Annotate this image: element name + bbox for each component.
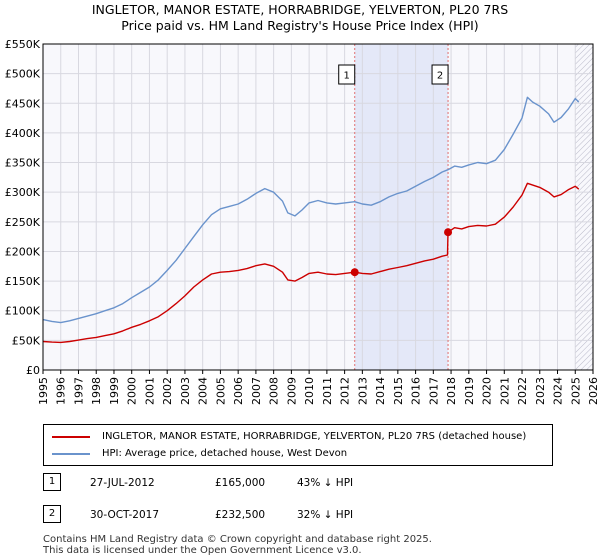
price-chart: £0 £50K £100K £150K £200K £250K £300K £350K £400…: [5, 38, 600, 405]
x-tick-label: 2015: [392, 377, 405, 405]
x-tick-label: 2021: [498, 377, 511, 405]
x-tick-label: 1999: [108, 377, 121, 405]
x-tick-label: 2008: [268, 377, 281, 405]
annotation-label-1: 1: [344, 71, 350, 82]
x-tick-label: 2024: [552, 377, 565, 405]
x-tick-label: 1998: [90, 377, 103, 405]
sale-hpi-diff: 32% ↓ HPI: [297, 509, 354, 521]
series-line-property: [42, 182, 580, 344]
x-tick-label: 1997: [72, 377, 85, 405]
x-tick-label: 2007: [250, 377, 263, 405]
chart-subtitle: Price paid vs. HM Land Registry's House …: [121, 18, 479, 33]
x-tick-label: 2011: [321, 377, 334, 405]
x-tick-label: 2016: [410, 377, 423, 405]
x-tick-label: 2013: [356, 377, 369, 405]
legend-swatch-property: [52, 436, 90, 438]
footer-copyright: Contains HM Land Registry data © Crown c…: [43, 534, 432, 545]
y-tick-label: £0: [26, 364, 40, 377]
sale-hpi-diff: 43% ↓ HPI: [297, 477, 354, 489]
plot-frame: [42, 43, 594, 371]
x-tick-label: 2019: [463, 377, 476, 405]
legend-label-hpi: HPI: Average price, detached house, West…: [102, 448, 348, 459]
y-tick-label: £250K: [5, 216, 41, 229]
x-tick-label: 2002: [161, 377, 174, 405]
x-tick-label: 2023: [534, 377, 547, 405]
x-tick-label: 2006: [232, 377, 245, 405]
sale-price: £165,000: [215, 477, 266, 489]
shaded-ownership-period: [354, 44, 449, 370]
x-tick-label: 2004: [197, 377, 210, 405]
sale-point-2: [444, 228, 453, 237]
x-tick-label: 2010: [303, 377, 316, 405]
sale-number-badge: 1: [43, 473, 61, 491]
x-tick-label: 2012: [339, 377, 352, 405]
y-tick-label: £50K: [12, 334, 41, 347]
annotation-box-1: [338, 64, 356, 85]
y-tick-label: £500K: [5, 68, 41, 81]
y-tick-label: £200K: [5, 245, 41, 258]
legend-swatch-hpi: [52, 453, 90, 455]
x-tick-label: 2005: [214, 377, 227, 405]
y-tick-label: £350K: [5, 157, 41, 170]
x-tick-label: 2022: [516, 377, 529, 405]
x-tick-label: 2026: [587, 377, 600, 405]
plot-background: [43, 44, 593, 370]
y-tick-label: £550K: [5, 38, 41, 51]
x-tick-label: 2001: [143, 377, 156, 405]
sale-number-badge: 2: [43, 505, 61, 523]
y-tick-label: £400K: [5, 127, 41, 140]
x-tick-label: 2009: [285, 377, 298, 405]
x-tick-label: 2014: [374, 377, 387, 405]
x-tick-label: 2020: [481, 377, 494, 405]
sale-point-1: [350, 268, 359, 277]
legend-label-property: INGLETOR, MANOR ESTATE, HORRABRIDGE, YEL…: [102, 431, 527, 442]
y-tick-label: £300K: [5, 186, 41, 199]
x-tick-label: 1995: [37, 377, 50, 405]
y-tick-label: £150K: [5, 275, 41, 288]
x-tick-label: 2000: [126, 377, 139, 405]
chart-legend: INGLETOR, MANOR ESTATE, HORRABRIDGE, YEL…: [43, 424, 553, 466]
x-tick-label: 2025: [569, 377, 582, 405]
y-tick-label: £450K: [5, 97, 41, 110]
x-tick-label: 2003: [179, 377, 192, 405]
forecast-hatch: [575, 44, 593, 370]
y-tick-label: £100K: [5, 305, 41, 318]
x-tick-label: 2017: [427, 377, 440, 405]
sale-price: £232,500: [215, 509, 266, 521]
annotation-label-2: 2: [437, 71, 443, 82]
annotation-box-2: [431, 64, 449, 85]
sale-date: 27-JUL-2012: [90, 477, 155, 489]
sale-date: 30-OCT-2017: [90, 509, 159, 521]
footer-licence: This data is licensed under the Open Gov…: [43, 545, 362, 556]
chart-title: INGLETOR, MANOR ESTATE, HORRABRIDGE, YEL…: [91, 2, 509, 17]
series-line-hpi: [42, 96, 580, 324]
x-tick-label: 2018: [445, 377, 458, 405]
x-tick-label: 1996: [55, 377, 68, 405]
